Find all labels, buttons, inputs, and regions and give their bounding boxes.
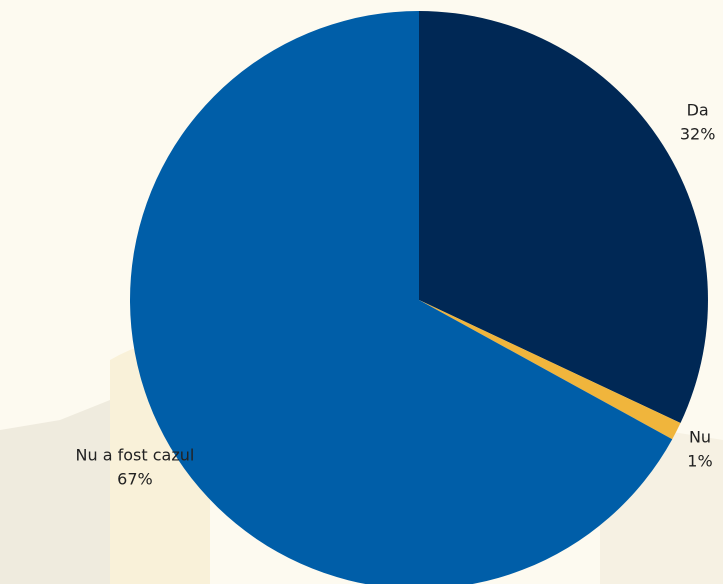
- pie: [130, 11, 708, 584]
- slice-label: Da: [687, 101, 709, 120]
- pie-slice: [130, 11, 673, 584]
- building-left: [0, 360, 200, 584]
- pie-slice: [419, 300, 681, 440]
- pie-slice: [419, 11, 708, 424]
- value-label: 1%: [687, 451, 712, 470]
- slice-label: Nu a fost cazul: [76, 445, 195, 464]
- slice-label: Nu: [689, 427, 711, 446]
- value-label: 67%: [117, 469, 153, 488]
- value-label: 32%: [680, 125, 716, 144]
